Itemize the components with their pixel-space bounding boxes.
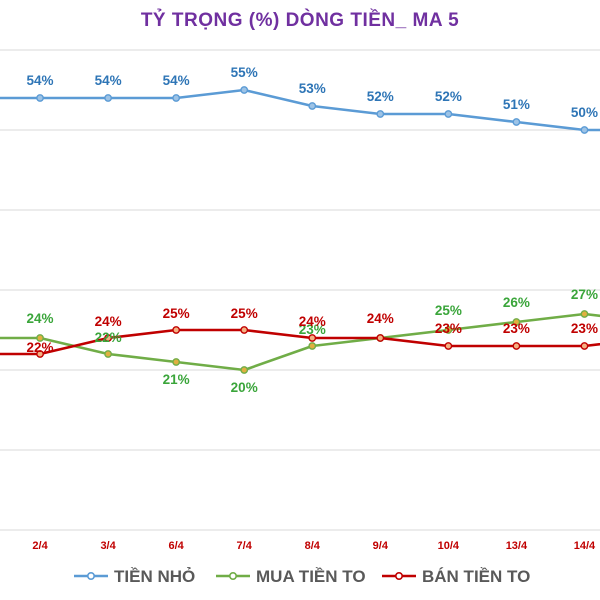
data-point (172, 358, 181, 366)
x-tick-label: 6/4 (169, 540, 185, 552)
data-point (580, 310, 589, 318)
data-label: 52% (367, 89, 394, 104)
data-point (172, 326, 181, 334)
data-point (444, 110, 453, 118)
data-label: 23% (435, 321, 462, 336)
data-point (376, 334, 385, 342)
legend-label: MUA TIỀN TO (256, 567, 366, 586)
data-label: 51% (503, 97, 530, 112)
data-label: 54% (27, 73, 54, 88)
gridlines (0, 49, 600, 531)
data-label: 24% (299, 314, 326, 329)
x-tick-label: 14/4 (574, 540, 596, 552)
data-label: 25% (163, 306, 190, 321)
legend-item: TIỀN NHỎ (74, 567, 195, 586)
x-tick-label: 8/4 (305, 540, 321, 552)
x-tick-label: 9/4 (373, 540, 389, 552)
data-label: 53% (299, 81, 326, 96)
legend-item: MUA TIỀN TO (216, 567, 366, 586)
data-point (308, 334, 317, 342)
data-label: 22% (95, 330, 122, 345)
legend-swatch-marker (87, 571, 96, 580)
data-point (240, 326, 249, 334)
data-point (308, 102, 317, 110)
series-layer (0, 86, 600, 374)
x-tick-label: 3/4 (100, 540, 116, 552)
legend-label: TIỀN NHỎ (114, 567, 195, 586)
x-axis-labels: 2/4 3/4 6/4 7/4 8/4 9/4 10/4 13/4 14/4 (32, 540, 596, 552)
data-point (104, 334, 113, 342)
data-label: 23% (299, 322, 326, 337)
data-label: 25% (435, 303, 462, 318)
data-point (240, 86, 249, 94)
legend-item: BÁN TIỀN TO (382, 567, 530, 586)
legend-swatch-marker (394, 571, 403, 580)
x-tick-label: 10/4 (438, 540, 460, 552)
data-label: 25% (231, 306, 258, 321)
data-point (376, 110, 385, 118)
chart-title: TỶ TRỌNG (%) DÒNG TIỀN_ MA 5 (140, 10, 460, 31)
data-label: 26% (503, 295, 530, 310)
data-label: 21% (163, 372, 190, 387)
data-point (308, 342, 317, 350)
data-point (36, 334, 44, 342)
data-point (512, 118, 521, 126)
data-label: 23% (571, 321, 598, 336)
data-label: 24% (367, 311, 394, 326)
x-tick-label: 2/4 (32, 540, 48, 552)
data-label: 24% (27, 311, 54, 326)
data-label: 22% (27, 340, 54, 355)
data-label: 27% (571, 287, 598, 302)
legend-swatch-marker (229, 571, 238, 580)
legend-label: BÁN TIỀN TO (422, 567, 530, 586)
data-label: 55% (231, 65, 258, 80)
data-label: 50% (571, 105, 598, 120)
data-point (172, 94, 181, 102)
data-point (104, 94, 113, 102)
data-label: 20% (231, 380, 258, 395)
data-point (512, 318, 521, 326)
data-point (444, 342, 453, 350)
data-point (512, 342, 521, 350)
data-point (580, 342, 589, 350)
legend: TIỀN NHỎ MUA TIỀN TO BÁN TIỀN TO (74, 567, 530, 586)
data-label: 54% (163, 73, 190, 88)
data-label: 23% (503, 321, 530, 336)
data-point (444, 326, 453, 334)
data-point (36, 94, 44, 102)
x-tick-label: 13/4 (506, 540, 528, 552)
data-point (580, 126, 589, 134)
data-labels: 54% 54% 54%55%53%52% 52%51%50%24%22%21%20%2… (27, 65, 598, 395)
data-point (240, 366, 249, 374)
data-point (36, 350, 44, 358)
data-label: 54% (95, 73, 122, 88)
x-tick-label: 7/4 (237, 540, 253, 552)
data-label: 24% (95, 314, 122, 329)
data-point (104, 350, 113, 358)
data-label: 52% (435, 89, 462, 104)
